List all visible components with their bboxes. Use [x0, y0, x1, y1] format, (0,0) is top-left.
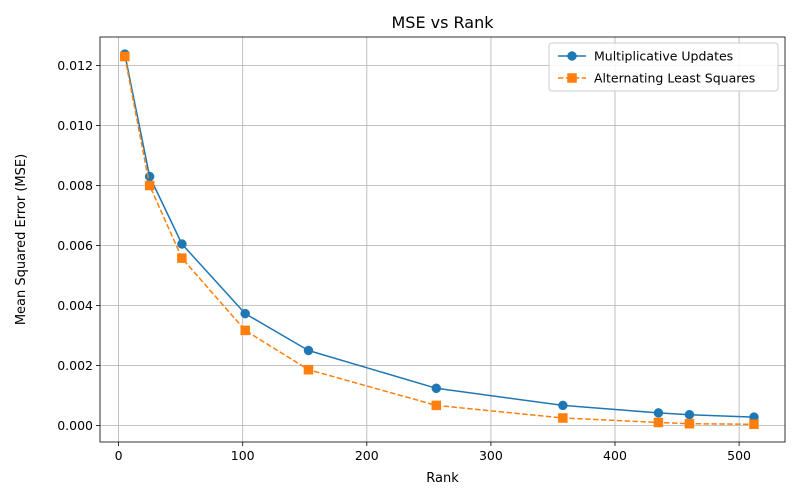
plot-series: [120, 49, 759, 430]
data-point: [653, 417, 664, 428]
x-axis-label: Rank: [426, 471, 459, 486]
legend-label: Multiplicative Updates: [594, 49, 733, 64]
axes-frame: [99, 36, 786, 443]
series-line: [124, 56, 754, 426]
data-point: [684, 418, 695, 429]
legend-marker: [567, 73, 577, 83]
data-point: [431, 383, 442, 394]
x-tick-label: 0: [115, 448, 123, 463]
legend-marker: [567, 51, 577, 61]
data-point: [653, 408, 664, 418]
legend: Multiplicative Updates Alternating Least …: [548, 42, 779, 92]
chart-title: MSE vs Rank: [391, 13, 494, 32]
data-point: [120, 51, 130, 62]
legend-item: Alternating Least Squares: [558, 71, 755, 86]
legend-box: [548, 42, 779, 92]
y-tick-label: 0.004: [57, 298, 93, 313]
x-tick-label: 400: [603, 448, 627, 463]
y-tick-label: 0.006: [57, 238, 93, 253]
data-point: [177, 239, 187, 249]
y-tick-label: 0.000: [57, 418, 93, 433]
y-axis-label: Mean Squared Error (MSE): [14, 154, 29, 325]
data-point: [684, 409, 695, 420]
x-tick-label: 100: [231, 448, 255, 463]
y-tick-label: 0.002: [57, 358, 93, 373]
data-point: [144, 180, 155, 191]
y-tick-label: 0.012: [57, 58, 93, 73]
data-point: [558, 413, 568, 423]
legend-item: Multiplicative Updates: [558, 49, 733, 64]
series-line: [124, 53, 755, 418]
data-point: [303, 345, 314, 356]
data-point: [240, 325, 250, 336]
data-point: [431, 400, 442, 411]
data-point: [558, 400, 568, 411]
data-point: [144, 171, 155, 182]
x-tick-label: 200: [355, 448, 379, 463]
x-tick-label: 300: [479, 448, 503, 463]
y-tick-label: 0.010: [57, 118, 93, 133]
data-point: [303, 364, 314, 375]
series-2: [120, 51, 759, 430]
data-point: [240, 308, 250, 319]
legend-label: Alternating Least Squares: [594, 71, 755, 86]
data-point: [177, 253, 187, 263]
y-tick-label: 0.008: [57, 178, 93, 193]
x-tick-label: 500: [727, 448, 751, 463]
axis-ticks: 0 100 200 300 400 500 0.000 0.002 0.004 0.006 0.00…: [57, 58, 751, 463]
grid: [100, 37, 785, 442]
data-point: [749, 419, 759, 430]
